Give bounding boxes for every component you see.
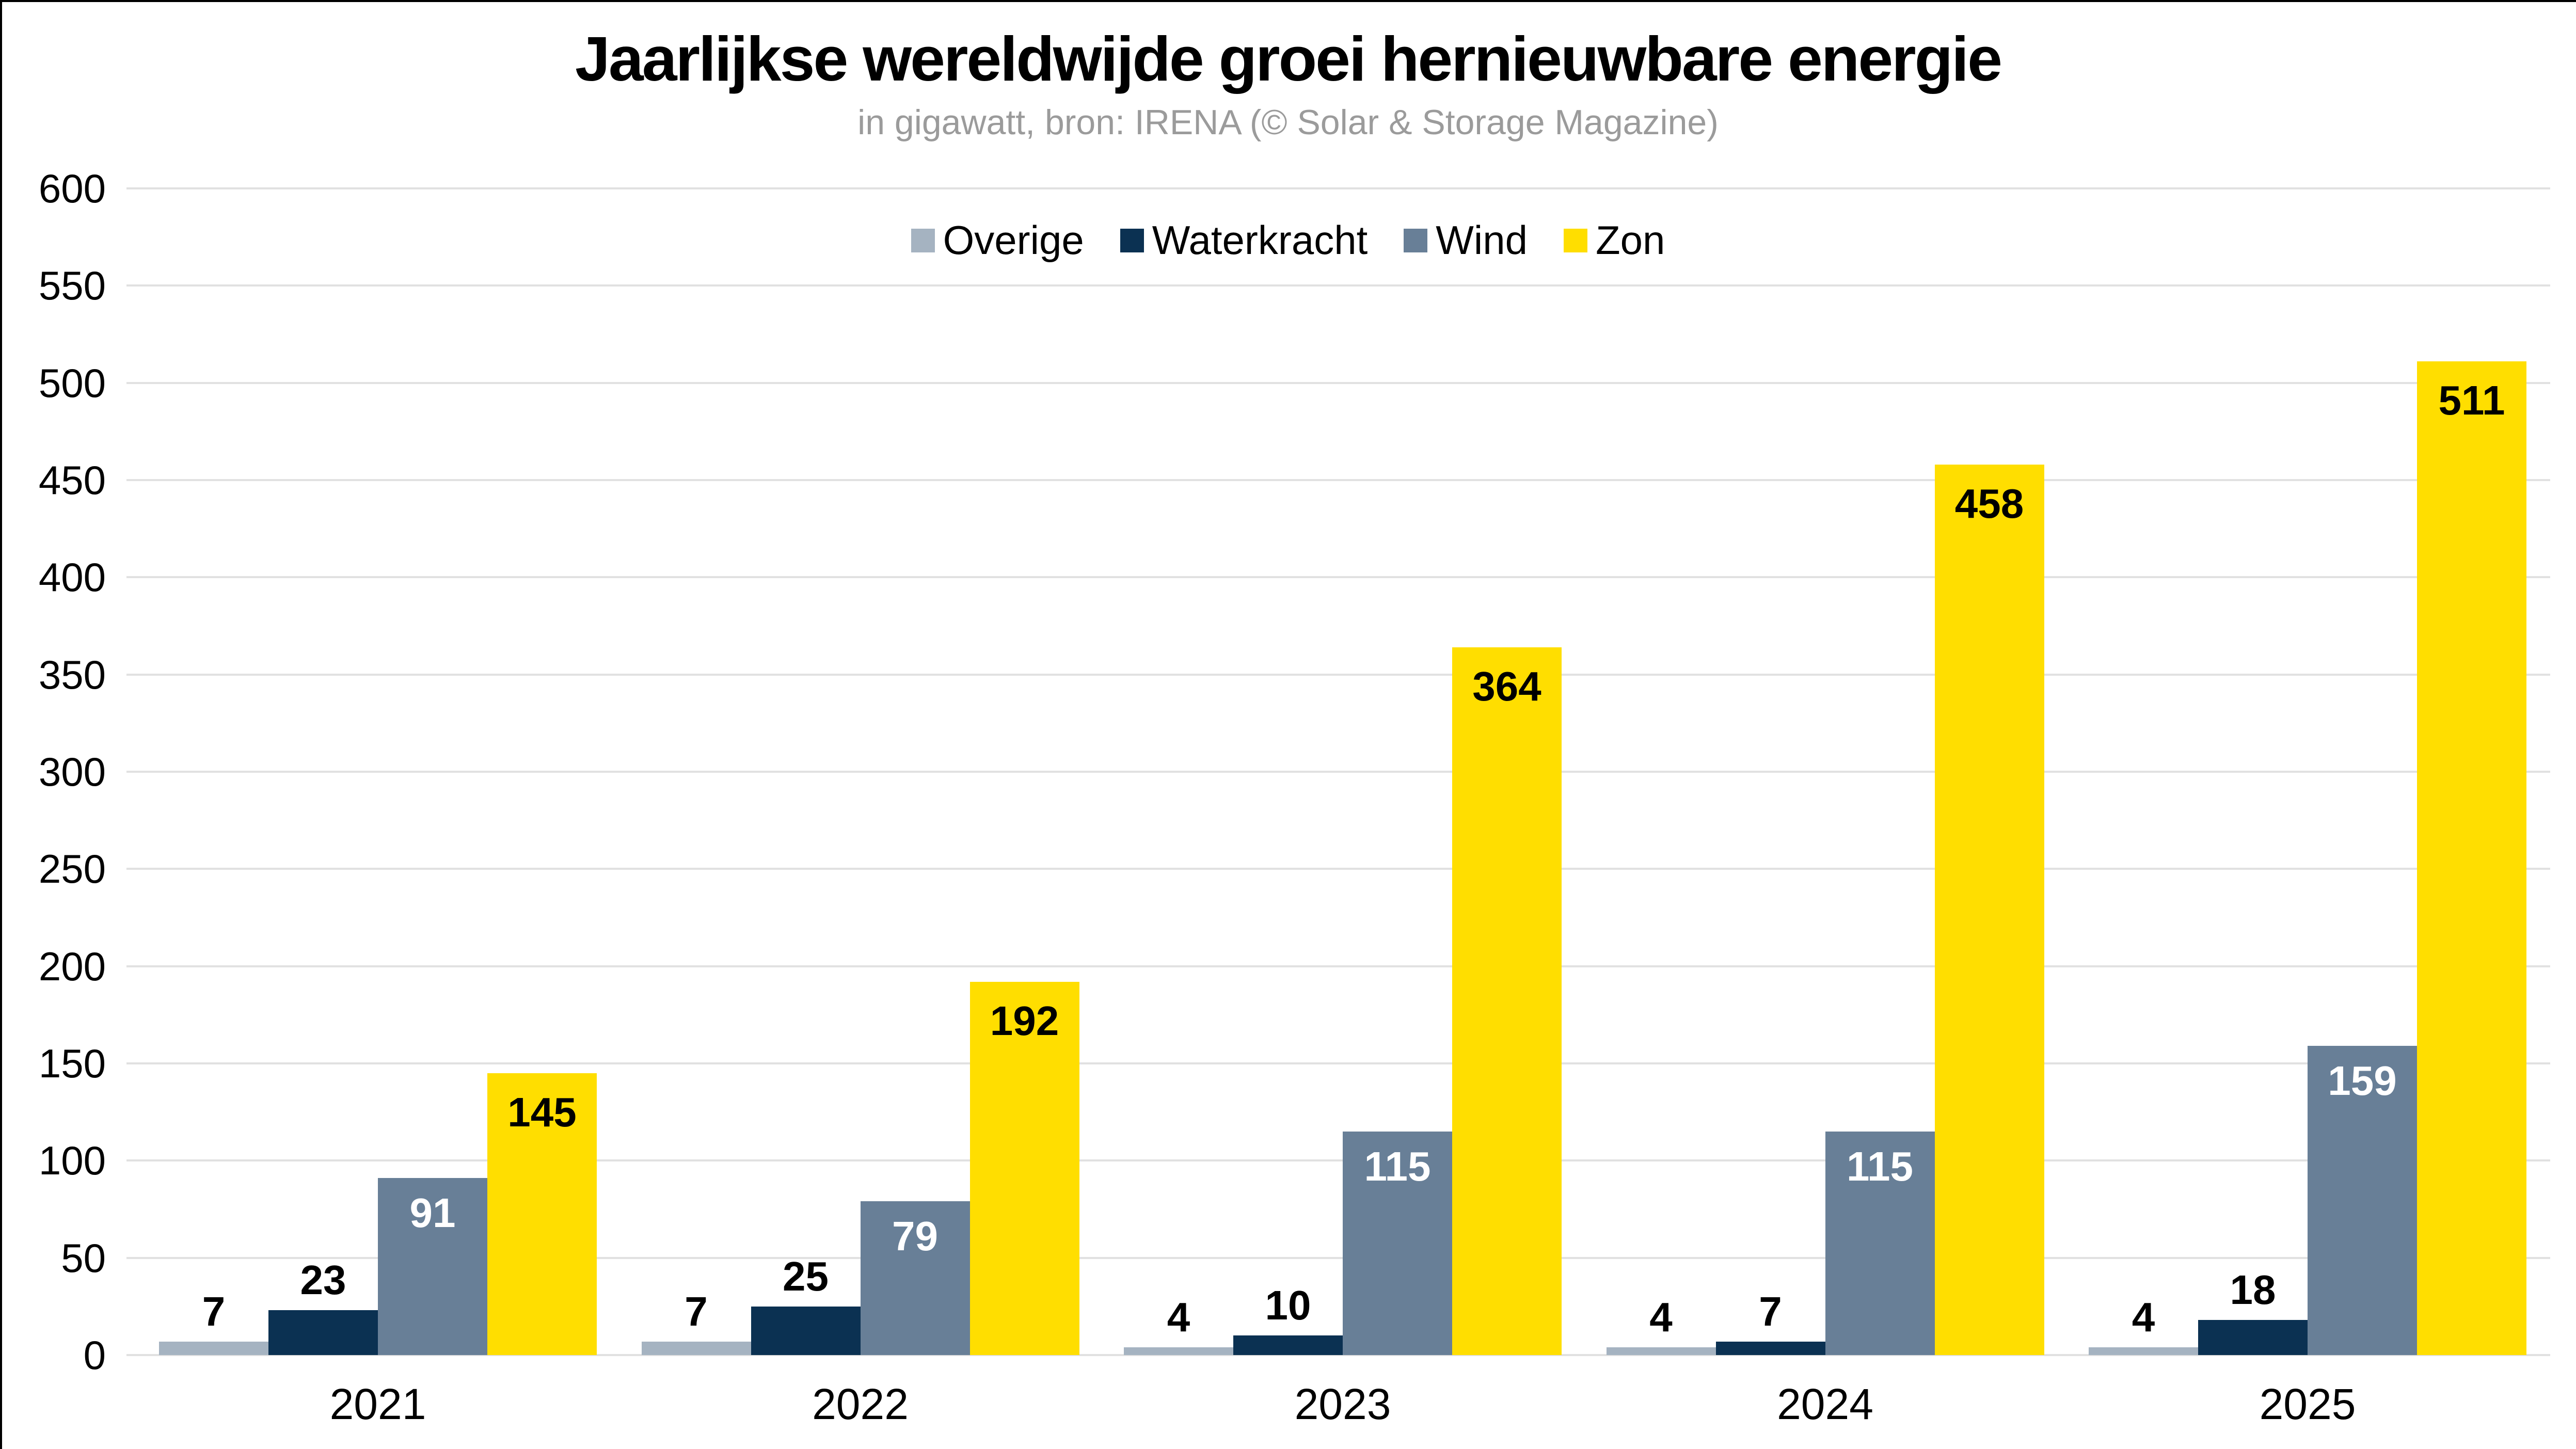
legend-swatch-waterkracht bbox=[1120, 228, 1144, 252]
bar-waterkracht-2025 bbox=[2198, 1320, 2308, 1355]
x-tick-label-2025: 2025 bbox=[2259, 1380, 2356, 1428]
gridline-y-350 bbox=[126, 673, 2550, 676]
x-tick-label-2023: 2023 bbox=[1294, 1380, 1391, 1428]
value-label-overige-2021: 7 bbox=[202, 1288, 226, 1334]
legend-item-overige: Overige bbox=[911, 217, 1084, 264]
value-label-overige-2023: 4 bbox=[1167, 1294, 1190, 1340]
value-label-wind-2023: 115 bbox=[1364, 1143, 1431, 1189]
legend-label-overige: Overige bbox=[943, 217, 1084, 263]
x-tick-label-2022: 2022 bbox=[812, 1380, 909, 1428]
y-tick-label-350: 350 bbox=[38, 651, 106, 697]
y-tick-label-300: 300 bbox=[38, 749, 106, 794]
legend-swatch-wind bbox=[1404, 228, 1428, 252]
y-tick-label-250: 250 bbox=[38, 846, 106, 892]
value-label-waterkracht-2025: 18 bbox=[2230, 1267, 2276, 1313]
legend: Overige Waterkracht Wind Zon bbox=[0, 217, 2576, 264]
bar-wind-2024 bbox=[1825, 1131, 1935, 1355]
window-edge-left bbox=[0, 0, 2, 1449]
legend-item-wind: Wind bbox=[1404, 217, 1528, 264]
gridline-y-100 bbox=[126, 1159, 2550, 1162]
gridline-y-0 bbox=[126, 1354, 2550, 1356]
legend-item-waterkracht: Waterkracht bbox=[1120, 217, 1368, 264]
gridline-y-450 bbox=[126, 479, 2550, 481]
bar-zon-2024 bbox=[1934, 464, 2044, 1355]
value-label-wind-2024: 115 bbox=[1846, 1143, 1914, 1189]
legend-item-zon: Zon bbox=[1563, 217, 1665, 264]
bar-overige-2023 bbox=[1124, 1347, 1233, 1355]
value-label-waterkracht-2021: 23 bbox=[300, 1257, 346, 1303]
bar-zon-2021 bbox=[487, 1073, 597, 1355]
gridline-y-500 bbox=[126, 381, 2550, 384]
gridline-y-50 bbox=[126, 1256, 2550, 1259]
bar-zon-2023 bbox=[1452, 647, 1562, 1355]
bar-wind-2021 bbox=[378, 1178, 487, 1355]
x-tick-label-2024: 2024 bbox=[1777, 1380, 1873, 1428]
value-label-wind-2022: 79 bbox=[892, 1213, 938, 1260]
x-tick-label-2021: 2021 bbox=[329, 1380, 426, 1428]
chart-subtitle: in gigawatt, bron: IRENA (© Solar & Stor… bbox=[857, 103, 1719, 142]
value-label-wind-2021: 91 bbox=[409, 1190, 456, 1236]
bar-waterkracht-2023 bbox=[1233, 1335, 1343, 1355]
value-label-waterkracht-2024: 7 bbox=[1759, 1288, 1782, 1334]
value-label-overige-2025: 4 bbox=[2132, 1294, 2155, 1340]
value-label-zon-2023: 364 bbox=[1472, 663, 1541, 709]
window-edge-top bbox=[0, 0, 2576, 2]
y-tick-label-450: 450 bbox=[38, 457, 106, 503]
gridline-y-300 bbox=[126, 771, 2550, 773]
bar-waterkracht-2024 bbox=[1715, 1341, 1825, 1355]
bar-overige-2021 bbox=[159, 1341, 268, 1355]
bar-overige-2022 bbox=[641, 1341, 751, 1355]
legend-label-zon: Zon bbox=[1595, 217, 1665, 263]
gridline-y-150 bbox=[126, 1062, 2550, 1064]
bar-zon-2022 bbox=[969, 981, 1079, 1355]
legend-label-wind: Wind bbox=[1436, 217, 1528, 263]
bar-overige-2024 bbox=[1606, 1347, 1716, 1355]
bar-waterkracht-2021 bbox=[268, 1310, 378, 1355]
value-label-zon-2022: 192 bbox=[990, 997, 1059, 1044]
bar-wind-2022 bbox=[860, 1201, 970, 1355]
bar-wind-2023 bbox=[1343, 1131, 1452, 1355]
gridline-y-250 bbox=[126, 868, 2550, 870]
legend-swatch-zon bbox=[1563, 228, 1587, 252]
gridline-y-600 bbox=[126, 187, 2550, 189]
y-tick-label-600: 600 bbox=[38, 166, 106, 211]
value-label-wind-2025: 159 bbox=[2328, 1058, 2397, 1104]
legend-swatch-overige bbox=[911, 228, 935, 252]
y-tick-label-550: 550 bbox=[38, 263, 106, 309]
value-label-overige-2022: 7 bbox=[685, 1288, 708, 1334]
bar-zon-2025 bbox=[2417, 361, 2526, 1355]
value-label-zon-2024: 458 bbox=[1954, 480, 2024, 527]
bar-waterkracht-2022 bbox=[751, 1306, 861, 1355]
y-tick-label-50: 50 bbox=[61, 1235, 106, 1281]
y-tick-label-500: 500 bbox=[38, 360, 106, 406]
y-tick-label-100: 100 bbox=[38, 1138, 106, 1184]
gridline-y-200 bbox=[126, 965, 2550, 967]
value-label-zon-2021: 145 bbox=[507, 1089, 577, 1135]
y-tick-label-400: 400 bbox=[38, 554, 106, 600]
value-label-overige-2024: 4 bbox=[1649, 1294, 1673, 1340]
legend-label-waterkracht: Waterkracht bbox=[1152, 217, 1368, 263]
y-tick-label-200: 200 bbox=[38, 943, 106, 989]
value-label-waterkracht-2023: 10 bbox=[1265, 1282, 1311, 1329]
bar-wind-2025 bbox=[2308, 1046, 2417, 1355]
gridline-y-400 bbox=[126, 576, 2550, 579]
chart-title: Jaarlijkse wereldwijde groei hernieuwbar… bbox=[575, 24, 2002, 94]
bar-overige-2025 bbox=[2089, 1347, 2198, 1355]
value-label-waterkracht-2022: 25 bbox=[783, 1253, 829, 1299]
y-tick-label-150: 150 bbox=[38, 1041, 106, 1086]
y-tick-label-0: 0 bbox=[83, 1332, 106, 1378]
value-label-zon-2025: 511 bbox=[2438, 377, 2505, 424]
gridline-y-550 bbox=[126, 284, 2550, 287]
